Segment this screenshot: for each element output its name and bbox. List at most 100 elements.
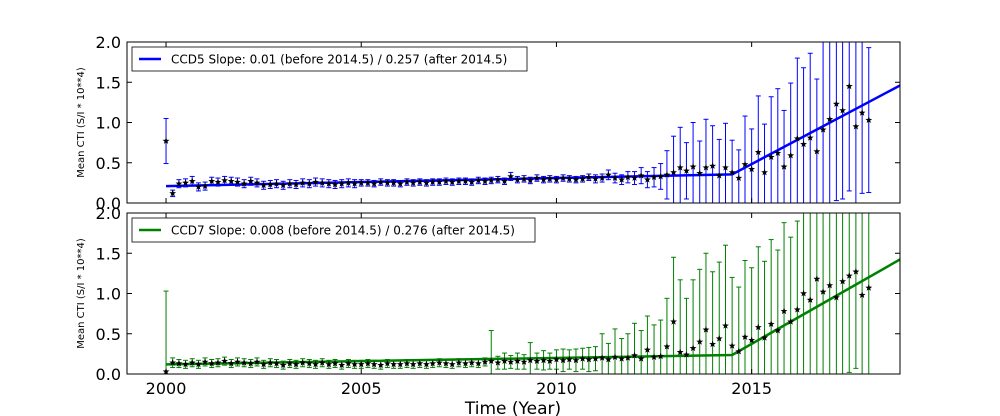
top-data-point [383, 179, 391, 186]
bottom-error-bar [703, 252, 709, 374]
bottom-data-point [195, 360, 202, 368]
top-legend: CCD5 Slope: 0.01 (before 2014.5) / 0.257… [131, 46, 528, 72]
top-data-point [214, 178, 222, 185]
bottom-y-tick-label: 2.0 [96, 204, 121, 223]
top-data-point [604, 171, 612, 178]
bottom-data-point [462, 359, 469, 367]
top-data-point [338, 180, 346, 187]
top-data-point [370, 180, 378, 187]
bottom-data-point [819, 288, 827, 295]
bottom-data-point [540, 356, 547, 364]
bottom-data-point [670, 318, 677, 325]
top-data-point [637, 172, 645, 179]
bottom-data-point [396, 360, 404, 368]
top-data-point [409, 179, 417, 186]
bottom-data-point [780, 307, 788, 315]
top-data-point [579, 175, 587, 182]
bottom-data-point [325, 360, 333, 368]
top-y-tick-label: 2.0 [96, 33, 121, 52]
top-data-point [611, 174, 619, 181]
top-error-bar [742, 115, 748, 203]
top-data-point [585, 173, 593, 181]
top-data-point [670, 168, 677, 176]
top-error-bar [768, 96, 774, 203]
top-error-bar [807, 52, 813, 203]
top-data-point [481, 177, 489, 185]
bottom-data-point [403, 359, 411, 367]
top-data-point [826, 115, 834, 123]
top-data-point [364, 179, 372, 186]
top-data-point [501, 177, 508, 185]
top-data-point [728, 168, 736, 176]
bottom-error-bar [755, 246, 761, 374]
bottom-error-bar [781, 222, 787, 374]
bottom-error-bar [651, 324, 657, 374]
top-data-point [429, 178, 437, 185]
bottom-data-point [429, 359, 437, 367]
top-data-point [318, 179, 326, 186]
bottom-data-point [501, 357, 508, 365]
bottom-data-point [351, 360, 359, 368]
top-data-point [201, 182, 209, 190]
top-data-point [533, 174, 541, 181]
bottom-data-point [474, 359, 482, 367]
top-data-point [767, 153, 775, 161]
bottom-error-bar [599, 333, 605, 374]
bottom-y-tick-label: 0.5 [96, 325, 121, 344]
top-data-point [208, 177, 216, 185]
top-data-point [741, 160, 749, 168]
top-data-point [592, 175, 599, 182]
top-y-tick-label: 1.0 [96, 114, 121, 133]
bottom-data-point [533, 357, 541, 365]
top-data-point [247, 177, 255, 185]
top-data-point [423, 179, 430, 186]
top-data-point [774, 149, 782, 156]
bottom-x-tick-label: 2010 [536, 379, 577, 398]
top-data-point [513, 176, 521, 183]
bottom-data-point [774, 326, 782, 334]
bottom-error-bar [612, 328, 618, 374]
bottom-data-point [728, 342, 736, 349]
top-data-point [487, 176, 495, 184]
bottom-data-point [260, 360, 268, 368]
bottom-y-tick-label: 1.0 [96, 285, 121, 304]
bottom-error-bar [671, 256, 677, 374]
top-data-point [761, 168, 768, 176]
bottom-data-point [852, 268, 860, 275]
bottom-data-point [546, 357, 554, 365]
bottom-data-point [513, 357, 521, 365]
bottom-data-point [175, 359, 183, 367]
bottom-data-point [344, 359, 352, 367]
top-data-point [553, 176, 560, 183]
bottom-data-point [858, 291, 866, 299]
bottom-data-point [604, 355, 612, 363]
bottom-x-tick-label: 2000 [146, 379, 187, 398]
bottom-data-point [624, 354, 632, 361]
top-data-point [195, 183, 202, 190]
bottom-error-bar [827, 213, 833, 374]
top-data-point [722, 163, 729, 171]
bottom-legend-box [131, 217, 536, 243]
bottom-data-point [735, 347, 743, 355]
bottom-error-bar [859, 213, 865, 374]
bottom-error-bar [488, 330, 494, 374]
bottom-error-bar [632, 322, 638, 374]
bottom-data-point [481, 358, 489, 365]
top-data-point [520, 175, 528, 182]
bottom-data-point [832, 293, 840, 301]
bottom-error-bar [742, 259, 748, 374]
bottom-data-point [689, 344, 697, 352]
bottom-data-point [643, 346, 651, 353]
bottom-y-axis-label: Mean CTI (S/I * 10**4) [76, 238, 87, 349]
bottom-data-point [663, 343, 671, 350]
bottom-data-point [169, 359, 177, 366]
bottom-data-point [253, 358, 261, 365]
bottom-data-point [845, 272, 853, 279]
top-error-bar [814, 78, 820, 203]
top-data-point [702, 163, 710, 171]
top-data-point [676, 163, 684, 171]
bottom-error-bar [664, 297, 670, 374]
bottom-legend-label: CCD7 Slope: 0.008 (before 2014.5) / 0.27… [171, 224, 515, 238]
bottom-error-bar [690, 279, 696, 374]
bottom-data-point [247, 359, 255, 367]
